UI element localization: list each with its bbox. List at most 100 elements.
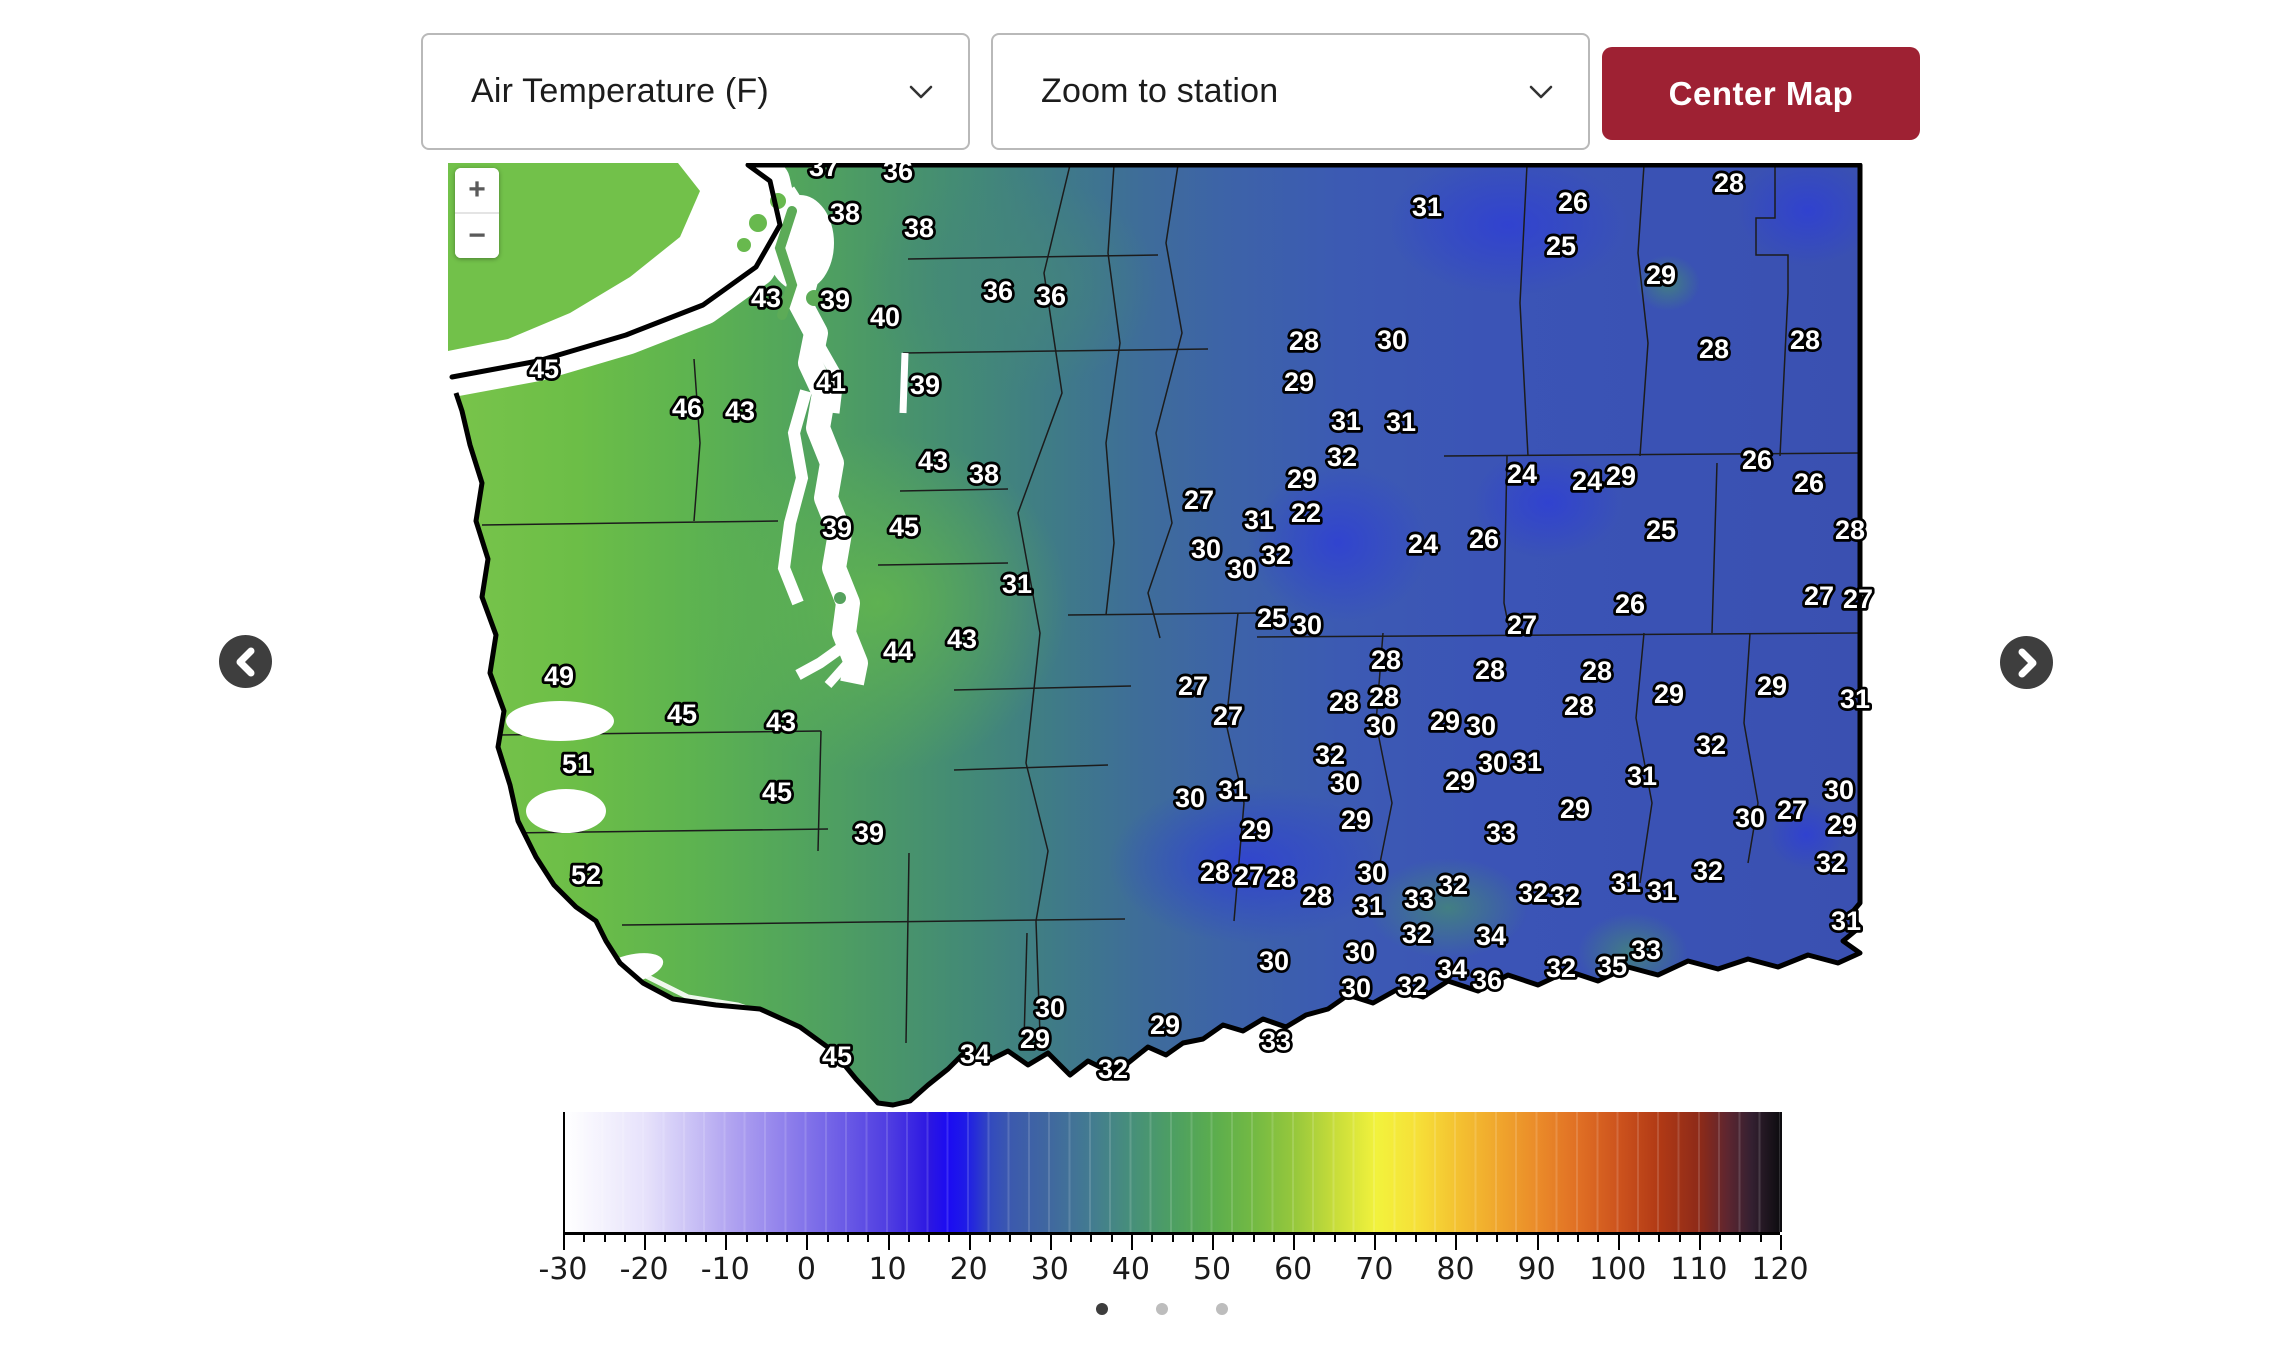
chevron-down-icon (1529, 85, 1553, 98)
colorbar-tick-label: -30 (538, 1252, 588, 1287)
carousel-dot-3[interactable] (1216, 1303, 1228, 1315)
station-temp-label: 32 (1327, 442, 1357, 472)
station-temp-label: 29 (1341, 805, 1371, 835)
station-temp-label: 37 (809, 163, 839, 182)
station-temp-label: 30 (1824, 775, 1854, 805)
station-temp-label: 32 (1397, 971, 1427, 1001)
station-temp-label: 28 (1790, 325, 1820, 355)
station-temp-label: 45 (529, 354, 559, 384)
station-temp-label: 25 (1646, 515, 1676, 545)
station-temp-label: 28 (1582, 656, 1612, 686)
colorbar-tick-label: 120 (1751, 1252, 1809, 1287)
station-temp-label: 26 (1742, 445, 1772, 475)
station-temp-label: 30 (1357, 858, 1387, 888)
station-temp-label: 27 (1804, 581, 1834, 611)
station-temp-label: 28 (1266, 863, 1296, 893)
colorbar-tick-label: 0 (796, 1252, 816, 1287)
zoom-out-button[interactable]: − (455, 214, 499, 258)
station-temp-label: 29 (1654, 679, 1684, 709)
colorbar-tick-label: -20 (619, 1252, 669, 1287)
colorbar-tick-label: 70 (1355, 1252, 1394, 1287)
station-temp-label: 45 (762, 777, 792, 807)
station-temp-label: 32 (1693, 856, 1723, 886)
station-temp-label: 31 (1218, 775, 1248, 805)
state-border (453, 163, 1863, 1108)
carousel-dot-2[interactable] (1156, 1303, 1168, 1315)
station-select-value: Zoom to station (1041, 72, 1279, 110)
station-temp-label: 31 (1831, 906, 1861, 936)
station-temp-label: 34 (1437, 954, 1467, 984)
station-temp-label: 33 (1631, 935, 1661, 965)
station-temp-label: 38 (969, 459, 999, 489)
station-temp-label: 30 (1175, 783, 1205, 813)
station-temp-label: 36 (1472, 965, 1502, 995)
station-temp-label: 27 (1213, 701, 1243, 731)
station-temp-label: 26 (1615, 589, 1645, 619)
station-temp-label: 32 (1402, 919, 1432, 949)
center-map-button[interactable]: Center Map (1602, 47, 1920, 140)
station-temp-label: 36 (983, 276, 1013, 306)
temperature-map[interactable]: 37 36 38 38 43 39 40 36 36 31 26 25 28 29 28 28 45 46 43 41… (448, 163, 1890, 1111)
station-temp-label: 32 (1518, 878, 1548, 908)
station-temp-label: 41 (816, 367, 846, 397)
station-temp-label: 26 (1469, 524, 1499, 554)
station-temp-label: 38 (904, 213, 934, 243)
colorbar-axis (563, 1232, 1780, 1235)
chevron-right-icon (2018, 648, 2036, 677)
station-temp-label: 29 (1430, 706, 1460, 736)
station-temp-label: 28 (1475, 655, 1505, 685)
station-temp-label: 33 (1261, 1026, 1291, 1056)
colorbar-tick-label: 90 (1517, 1252, 1556, 1287)
colorbar-tick-label: 80 (1436, 1252, 1475, 1287)
station-temp-label: 39 (910, 370, 940, 400)
station-select[interactable]: Zoom to station (991, 33, 1590, 150)
station-temp-label: 34 (960, 1039, 990, 1069)
previous-map-button[interactable] (219, 635, 272, 688)
station-temp-label: 31 (1331, 406, 1361, 436)
station-temp-label: 29 (1287, 464, 1317, 494)
station-temp-label: 28 (1564, 691, 1594, 721)
international-border (449, 163, 783, 380)
station-temp-label: 29 (1606, 461, 1636, 491)
chevron-down-icon (909, 85, 933, 98)
station-temp-label: 52 (571, 860, 601, 890)
colorbar-tick-label: 110 (1670, 1252, 1728, 1287)
station-temp-label: 28 (1371, 645, 1401, 675)
station-temp-label: 31 (1244, 505, 1274, 535)
station-temp-label: 39 (854, 818, 884, 848)
chevron-left-icon (236, 647, 254, 676)
station-temp-label: 39 (820, 285, 850, 315)
station-temp-label: 29 (1827, 810, 1857, 840)
station-temp-label: 29 (1445, 766, 1475, 796)
station-temp-label: 31 (1512, 747, 1542, 777)
station-temp-label: 43 (725, 396, 755, 426)
station-temp-label: 26 (1558, 187, 1588, 217)
station-temp-label: 43 (751, 283, 781, 313)
station-temp-label: 28 (1200, 857, 1230, 887)
next-map-button[interactable] (2000, 636, 2053, 689)
station-temp-label: 24 (1572, 466, 1602, 496)
station-temp-label: 30 (1735, 803, 1765, 833)
station-temp-label: 30 (1341, 973, 1371, 1003)
station-temp-label: 39 (822, 513, 852, 543)
station-temp-label: 36 (1036, 281, 1066, 311)
station-temp-label: 32 (1438, 870, 1468, 900)
colorbar-tick-labels: -30 -20 -10 0 10 20 30 40 50 60 70 80 90 100 110 120 (539, 1252, 1809, 1292)
station-temp-label: 27 (1178, 671, 1208, 701)
carousel-dot-1[interactable] (1096, 1303, 1108, 1315)
station-temp-label: 32 (1696, 730, 1726, 760)
zoom-in-button[interactable]: + (455, 168, 499, 212)
layer-select[interactable]: Air Temperature (F) (421, 33, 970, 150)
station-temp-label: 33 (1486, 818, 1516, 848)
colorbar-tick-label: 60 (1274, 1252, 1313, 1287)
temperature-colorbar: -30 -20 -10 0 10 20 30 40 50 60 70 80 90 100 110 120 (539, 1112, 1809, 1302)
station-temp-label: 31 (1354, 891, 1384, 921)
colorbar-gradient (563, 1112, 1782, 1232)
station-temp-label: 35 (1597, 951, 1627, 981)
colorbar-ticks (563, 1235, 1782, 1251)
station-temp-label: 28 (1369, 682, 1399, 712)
station-temp-label: 25 (1546, 231, 1576, 261)
station-temp-label: 30 (1330, 768, 1360, 798)
station-temp-label: 31 (1002, 569, 1032, 599)
